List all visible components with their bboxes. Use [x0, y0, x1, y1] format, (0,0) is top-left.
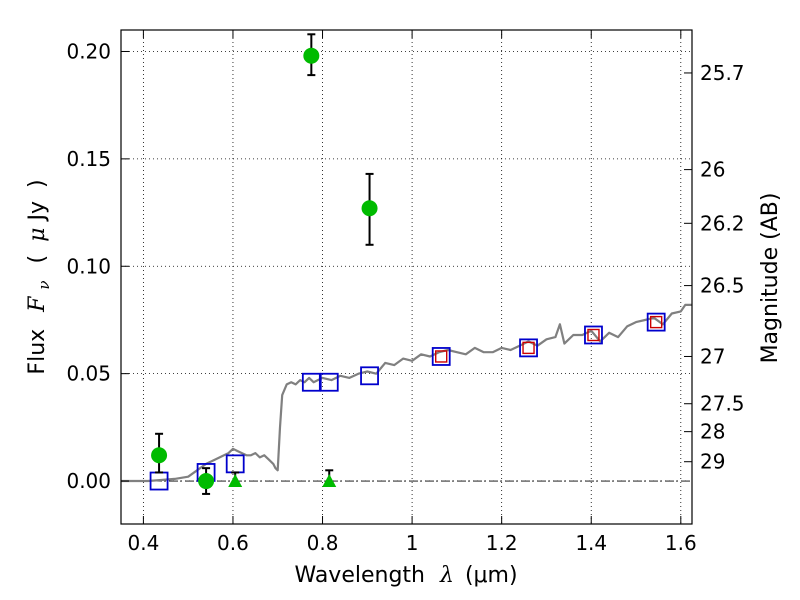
- x-tick-label: 1: [406, 531, 419, 555]
- model-square-point: [301, 372, 321, 392]
- x-tick-label: 1.4: [575, 531, 607, 555]
- observed-point: [303, 47, 320, 64]
- y2-axis-label: Magnitude (AB): [758, 193, 783, 364]
- y2-tick-label: 26.2: [700, 211, 745, 235]
- y2-tick-label: 27: [700, 344, 725, 368]
- grid: [121, 30, 692, 524]
- red-square-point: [587, 328, 600, 342]
- series-model-photometry: [149, 312, 666, 491]
- y-tick-label: 0.15: [66, 147, 111, 171]
- red-square-point: [435, 350, 448, 363]
- y2-tick-label: 29: [700, 450, 725, 474]
- series-observed-detections: [151, 33, 378, 495]
- model-square-point: [225, 454, 245, 474]
- upper-limit-point: [322, 474, 337, 488]
- y-axis-ticks: 0.00 0.05 0.10 0.15 0.20: [66, 39, 129, 493]
- model-square-point: [319, 372, 339, 392]
- y-tick-label: 0.00: [66, 469, 111, 493]
- y-tick-label: 0.05: [66, 362, 111, 386]
- x-tick-label: 0.6: [217, 531, 249, 555]
- y-tick-label: 0.20: [66, 39, 111, 63]
- spectrum-line: [121, 303, 692, 483]
- x-tick-label: 1.6: [665, 531, 697, 555]
- y2-tick-label: 26: [700, 158, 725, 182]
- x-axis-ticks: 0.4 0.6 0.8 1 1.2 1.4 1.6: [127, 30, 697, 555]
- observed-point: [198, 473, 215, 490]
- y2-tick-label: 25.7: [700, 61, 745, 85]
- y2-tick-label: 28: [700, 420, 725, 444]
- y2-tick-label: 26.5: [700, 274, 745, 298]
- series-upper-limits: [228, 469, 337, 488]
- plot-frame: [120, 29, 693, 525]
- red-square-point: [522, 341, 535, 355]
- x-tick-label: 0.8: [307, 531, 339, 555]
- model-square-point: [519, 338, 538, 358]
- upper-limit-point: [228, 474, 243, 488]
- model-square-point: [584, 325, 603, 345]
- model-square-point: [360, 366, 379, 386]
- y2-axis-ticks: 25.7 26 26.2 26.5 27 27.5 28 29: [684, 61, 745, 474]
- x-tick-label: 0.4: [127, 531, 159, 555]
- model-square-point: [431, 347, 451, 366]
- observed-point: [151, 447, 168, 464]
- data-series: [121, 33, 692, 495]
- series-red-markers: [435, 315, 663, 363]
- x-tick-label: 1.2: [486, 531, 518, 555]
- model-square-point: [646, 312, 666, 332]
- observed-point: [361, 200, 378, 217]
- y2-tick-label: 27.5: [700, 392, 745, 416]
- y-axis-label: Flux F ν ( μ Jy ): [25, 179, 55, 374]
- x-axis-label: Wavelength λ (μm): [294, 563, 517, 588]
- series-model-spectrum: [121, 303, 692, 483]
- y-tick-label: 0.10: [66, 254, 111, 278]
- red-square-point: [649, 315, 663, 329]
